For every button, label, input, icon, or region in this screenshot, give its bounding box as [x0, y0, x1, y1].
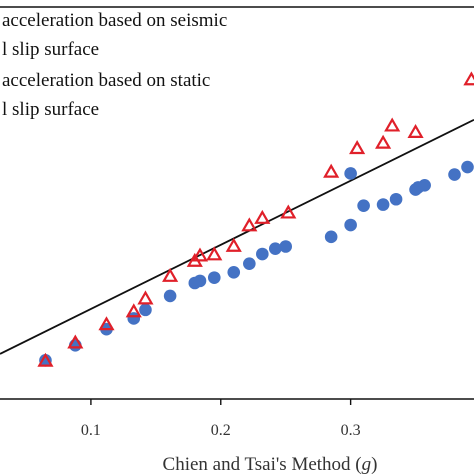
circle-point [139, 303, 152, 317]
circle-point [193, 274, 207, 288]
circle-point [376, 198, 390, 211]
triangle-point [254, 209, 271, 224]
triangle-point [137, 290, 154, 305]
legend-line-4: l slip surface [2, 99, 99, 120]
triangle-point [280, 204, 297, 219]
x-axis-title-text: Chien and Tsai's Method ( [163, 454, 362, 474]
x-axis-title-variable: g [362, 454, 372, 474]
triangle-series-layer [37, 71, 474, 367]
circle-point [269, 242, 282, 255]
circle-point [344, 167, 357, 180]
triangle-point [407, 123, 424, 138]
circle-point [357, 199, 370, 212]
triangle-point [463, 71, 474, 86]
x-tick-layer: 0.1 0.2 0.3 [81, 399, 361, 439]
triangle-point [225, 237, 242, 252]
triangle-point [37, 352, 54, 367]
legend-line-3: acceleration based on static [2, 70, 210, 91]
triangle-point [67, 334, 84, 349]
circle-series-layer [39, 160, 474, 367]
triangle-point [98, 316, 115, 331]
circle-point [324, 230, 338, 244]
triangle-point [384, 117, 401, 132]
regression-line-layer [0, 118, 474, 355]
circle-point [207, 271, 221, 284]
triangle-point [323, 163, 340, 178]
triangle-point [375, 134, 392, 149]
x-tick-label: 0.1 [81, 422, 101, 439]
circle-point [279, 240, 292, 253]
triangle-point [349, 140, 366, 155]
triangle-point [191, 247, 209, 262]
circle-point [227, 265, 241, 279]
triangle-point [206, 246, 223, 261]
legend-line-2: l slip surface [2, 39, 99, 60]
regression-line [0, 118, 474, 355]
circle-point [256, 247, 269, 261]
x-axis-title: Chien and Tsai's Method (g) [163, 454, 378, 474]
circle-point [344, 218, 357, 232]
circle-point [39, 354, 52, 367]
circle-point [389, 192, 403, 206]
x-axis-title-close: ) [371, 454, 377, 474]
x-tick-label: 0.3 [341, 422, 361, 439]
triangle-point [125, 303, 142, 318]
triangle-point [162, 267, 179, 282]
legend-line-1: acceleration based on seismic [2, 10, 227, 31]
x-tick-label: 0.2 [211, 422, 231, 439]
triangle-point [241, 217, 258, 232]
circle-point [448, 168, 461, 181]
circle-point [418, 178, 431, 192]
circle-point [163, 289, 177, 303]
circle-point [461, 160, 474, 174]
circle-point [243, 257, 256, 270]
